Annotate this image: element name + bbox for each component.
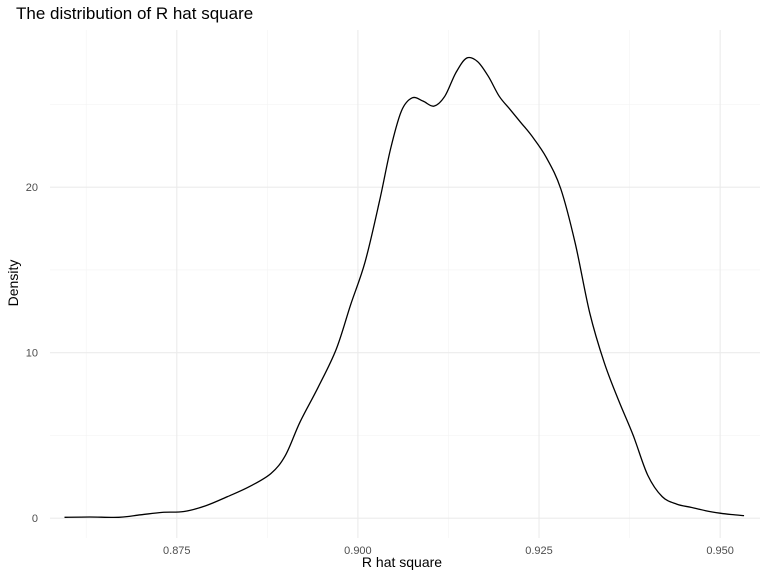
y-tick-label: 20 [26, 182, 38, 194]
x-tick-label: 0.875 [163, 545, 191, 557]
y-tick-label: 10 [26, 348, 38, 360]
tick-layer: 0.875 0.900 0.925 0.950 0 10 20 [26, 182, 734, 557]
density-curve [64, 56, 745, 519]
data-layer [64, 56, 745, 519]
y-axis-title: Density [5, 260, 21, 307]
x-tick-label: 0.925 [525, 545, 553, 557]
chart-title: The distribution of R hat square [16, 4, 253, 23]
y-tick-label: 0 [32, 513, 38, 525]
x-tick-label: 0.950 [706, 545, 734, 557]
x-axis-title: R hat square [362, 554, 442, 570]
grid-layer [50, 30, 760, 538]
x-tick-label: 0.900 [344, 545, 372, 557]
